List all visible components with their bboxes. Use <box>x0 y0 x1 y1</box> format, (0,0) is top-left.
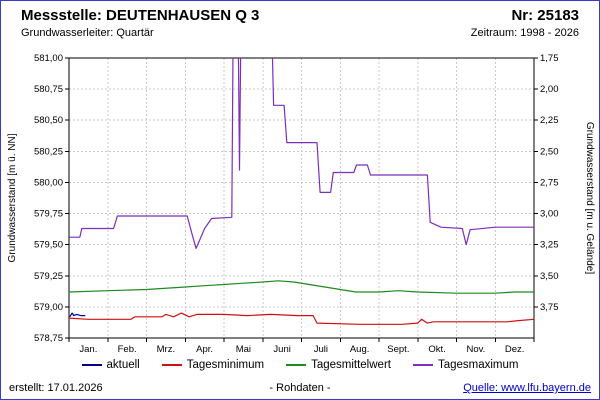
month-label: Nov. <box>466 344 485 355</box>
legend-label: Tagesmittelwert <box>311 359 391 371</box>
month-label: Aug. <box>350 344 370 355</box>
month-label: Mai <box>236 344 251 355</box>
legend-item-Tagesmaximum: Tagesmaximum <box>412 359 519 371</box>
tick-label-right: 2,50 <box>540 146 559 157</box>
tick-label-left: 579,25 <box>34 271 63 282</box>
legend-swatch-Tagesmaximum <box>412 364 433 366</box>
month-label: Dez. <box>505 344 525 355</box>
tick-label-right: 3,00 <box>540 209 559 220</box>
tick-label-left: 580,25 <box>34 146 63 157</box>
tick-label-left: 579,50 <box>34 240 63 251</box>
month-label: Juni <box>273 344 290 355</box>
series-line-aktuell <box>69 312 86 318</box>
month-label: Apr. <box>196 344 213 355</box>
legend-label: aktuell <box>106 359 140 371</box>
header: Messstelle: DEUTENHAUSEN Q 3 Nr: 25183 <box>21 7 579 24</box>
source-link[interactable]: Quelle: www.lfu.bayern.de <box>463 382 591 394</box>
month-label: Okt. <box>428 344 445 355</box>
created-label: erstellt: 17.01.2026 <box>9 382 103 394</box>
month-label: Juli <box>314 344 328 355</box>
chart-legend: aktuell Tagesminimum Tagesmittelwert Tagesm… <box>1 359 599 371</box>
station-number: Nr: 25183 <box>511 7 579 24</box>
legend-label: Tagesmaximum <box>437 359 519 371</box>
legend-item-Tagesminimum: Tagesminimum <box>161 359 265 371</box>
tick-label-right: 3,50 <box>540 271 559 282</box>
series-line-Tagesmaximum <box>69 58 534 249</box>
period-label: Zeitraum: 1998 - 2026 <box>470 27 579 39</box>
legend-swatch-aktuell <box>81 364 102 366</box>
tick-label-left: 580,00 <box>34 177 63 188</box>
tick-label-right: 2,75 <box>540 177 559 188</box>
y-axis-left-title: Grundwasserstand [m ü. NN] <box>7 133 18 262</box>
tick-label-right: 3,75 <box>540 302 559 313</box>
month-label: Sept. <box>387 344 409 355</box>
month-label: Feb. <box>118 344 137 355</box>
month-label: Jan. <box>79 344 97 355</box>
tick-label-left: 579,75 <box>34 209 63 220</box>
legend-item-aktuell: aktuell <box>81 359 140 371</box>
tick-label-right: 2,25 <box>540 115 559 126</box>
subheader: Grundwasserleiter: Quartär Zeitraum: 199… <box>21 27 579 39</box>
series-group <box>69 58 534 325</box>
legend-item-Tagesmittelwert: Tagesmittelwert <box>286 359 391 371</box>
legend-swatch-Tagesmittelwert <box>286 364 307 366</box>
month-label: Mrz. <box>157 344 175 355</box>
tick-label-left: 578,75 <box>34 333 63 344</box>
tick-label-left: 579,00 <box>34 302 63 313</box>
rohdaten-label: - Rohdaten - <box>269 382 331 394</box>
station-title: Messstelle: DEUTENHAUSEN Q 3 <box>21 7 260 24</box>
series-line-Tagesminimum <box>69 312 534 325</box>
tick-label-right: 1,75 <box>540 53 559 64</box>
y-axis-right-title: Grundwasserstand [m u. Gelände] <box>584 122 595 275</box>
tick-label-right: 3,25 <box>540 240 559 251</box>
tick-label-left: 580,50 <box>34 115 63 126</box>
tick-label-left: 581,00 <box>34 53 63 64</box>
groundwater-chart: 581,00 580,75 580,50 580,25 580,00 579,75 579,… <box>7 53 595 355</box>
legend-swatch-Tagesminimum <box>161 364 182 366</box>
aquifer-label: Grundwasserleiter: Quartär <box>21 27 154 39</box>
tick-label-left: 580,75 <box>34 84 63 95</box>
legend-label: Tagesminimum <box>186 359 265 371</box>
tick-label-right: 2,00 <box>540 84 559 95</box>
series-line-Tagesmittelwert <box>69 280 534 294</box>
